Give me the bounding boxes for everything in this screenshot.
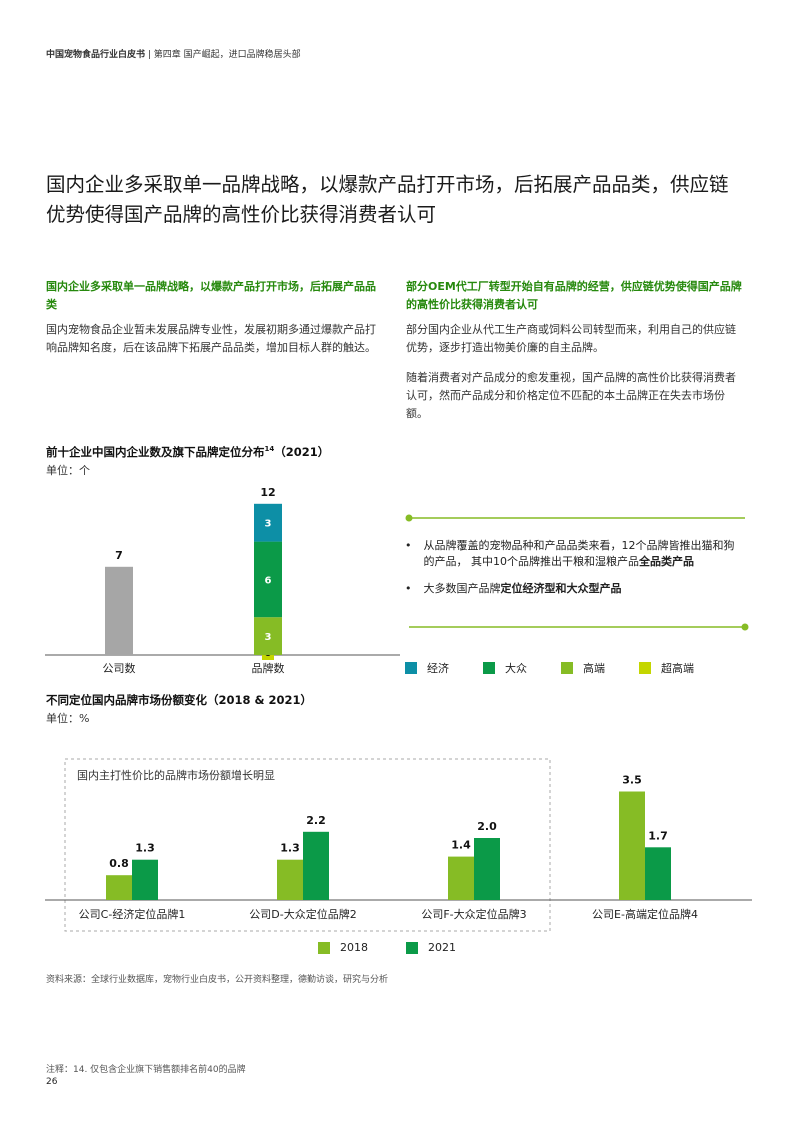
bar-2018-2 bbox=[448, 856, 474, 900]
chart2-highlight-box bbox=[64, 758, 551, 932]
bullet-2-text: 大多数国产品牌 bbox=[423, 582, 501, 595]
source-note: 资料来源：全球行业数据库，宠物行业白皮书，公开资料整理，德勤访谈，研究与分析 bbox=[46, 975, 389, 985]
bullet-dot-2: • bbox=[405, 582, 412, 595]
bullet-item-1: • 从品牌覆盖的宠物品种和产品品类来看，12个品牌皆推出猫和狗的产品， 其中10… bbox=[405, 538, 745, 570]
bar-brand-1 bbox=[254, 617, 282, 655]
right-body-2: 随着消费者对产品成分的愈发重视，国产品牌的高性价比获得消费者认可，然而产品成分和… bbox=[406, 371, 736, 420]
chart2-bars: 0.8 1.3 公司C-经济定位品牌1 1.3 2.2 公司D-大众定位品牌2 1.4 2.0… bbox=[79, 774, 698, 922]
bullet-2-bold: 定位经济型和大众型产品 bbox=[500, 582, 622, 595]
bar-2018-0 bbox=[106, 875, 132, 900]
legend-economy: 经济 bbox=[405, 660, 449, 676]
label-brand-2: 6 bbox=[265, 575, 272, 586]
callout-top-dot bbox=[405, 514, 413, 522]
bar-company-count bbox=[105, 566, 133, 655]
bar-2018-1 bbox=[277, 859, 303, 900]
chart1-unit: 单位：个 bbox=[46, 464, 90, 477]
chart1-title: 前十企业中国内企业数及旗下品牌定位分布14（2021） bbox=[46, 444, 329, 460]
bullet-dot-1: • bbox=[405, 539, 412, 552]
legend-mass-label: 大众 bbox=[505, 662, 527, 675]
callout-bullets: • 从品牌覆盖的宠物品种和产品品类来看，12个品牌皆推出猫和狗的产品， 其中10… bbox=[405, 538, 745, 597]
page-header: 中国宠物食品行业白皮书 | 第四章 国产崛起，进口品牌稳居头部 bbox=[46, 47, 301, 60]
chart1-title-text: 前十企业中国内企业数及旗下品牌定位分布 bbox=[46, 445, 265, 459]
label-company-count: 7 bbox=[115, 549, 123, 562]
label-2018-3: 3.5 bbox=[622, 774, 642, 787]
bar-2021-2 bbox=[474, 838, 500, 900]
chart2-svg: 0.8 1.3 公司C-经济定位品牌1 1.3 2.2 公司D-大众定位品牌2 1.4 2.0… bbox=[45, 758, 752, 932]
legend-economy-label: 经济 bbox=[427, 662, 449, 675]
legend-mass: 大众 bbox=[483, 660, 527, 676]
legend-2021-swatch bbox=[406, 941, 418, 954]
chapter-name: 第四章 国产崛起，进口品牌稳居头部 bbox=[153, 50, 301, 60]
footnote: 注释：14. 仅包含企业旗下销售额排名前40的品牌 bbox=[46, 1065, 246, 1075]
chart2-unit: 单位：% bbox=[46, 712, 90, 725]
chart2-title: 不同定位国内品牌市场份额变化（2018 & 2021） bbox=[46, 693, 313, 707]
right-body-1: 部分国内企业从代工生产商或饲料公司转型而来，利用自己的供应链优势，逐步打造出物美… bbox=[406, 323, 736, 354]
label-brand-total: 12 bbox=[260, 486, 275, 499]
label-brand-1: 3 bbox=[265, 632, 272, 643]
legend-2018-swatch bbox=[318, 941, 330, 954]
legend-super-premium-swatch bbox=[639, 662, 651, 674]
legend-premium-swatch bbox=[561, 662, 573, 674]
callout-bottom-dot bbox=[741, 623, 749, 631]
right-heading: 部分OEM代工厂转型开始自有品牌的经营，供应链优势使得国产品牌的高性价比获得消费… bbox=[406, 280, 742, 311]
label-2018-0: 0.8 bbox=[109, 857, 129, 870]
bullet-item-2: • 大多数国产品牌定位经济型和大众型产品 bbox=[405, 581, 745, 597]
chart1-title-year: （2021） bbox=[274, 445, 330, 459]
label-brand-3: 3 bbox=[265, 519, 272, 530]
legend-premium: 高端 bbox=[561, 660, 605, 676]
chart2-legend: 2018 2021 bbox=[318, 941, 456, 954]
label-2021-2: 2.0 bbox=[477, 820, 497, 833]
bar-brand-3 bbox=[254, 503, 282, 542]
label-2021-0: 1.3 bbox=[135, 842, 155, 855]
legend-super-premium-label: 超高端 bbox=[661, 662, 694, 675]
bar-2021-0 bbox=[132, 859, 158, 900]
chart1-category-1: 品牌数 bbox=[252, 661, 285, 675]
legend-economy-swatch bbox=[405, 662, 417, 674]
bullet-1-bold: 全品类产品 bbox=[639, 555, 694, 568]
chart1-bars: 7036312公司数品牌数 bbox=[103, 486, 285, 675]
bar-2018-3 bbox=[619, 791, 645, 900]
chart2-category-3: 公司E-高端定位品牌4 bbox=[592, 907, 698, 921]
label-2018-2: 1.4 bbox=[451, 839, 471, 852]
chart1-category-0: 公司数 bbox=[103, 662, 136, 675]
page-number: 26 bbox=[46, 1077, 58, 1087]
legend-mass-swatch bbox=[483, 662, 495, 674]
chart1-footnote-ref: 14 bbox=[264, 445, 275, 454]
label-2018-1: 1.3 bbox=[280, 842, 300, 855]
label-2021-1: 2.2 bbox=[306, 814, 326, 827]
left-column: 国内企业多采取单一品牌战略，以爆款产品打开市场，后拓展产品品类 国内宠物食品企业… bbox=[46, 278, 386, 357]
chart1-svg: 7036312公司数品牌数 bbox=[45, 486, 400, 675]
left-body: 国内宠物食品企业暂未发展品牌专业性，发展初期多通过爆款产品打响品牌知名度，后在该… bbox=[46, 323, 376, 354]
bar-2021-1 bbox=[303, 831, 329, 900]
page-title: 国内企业多采取单一品牌战略，以爆款产品打开市场，后拓展产品品类，供应链优势使得国… bbox=[46, 173, 729, 226]
header-divider: | bbox=[147, 50, 154, 60]
callout-lines bbox=[405, 514, 749, 631]
legend-2018: 2018 bbox=[318, 941, 368, 954]
chart2-box-note: 国内主打性价比的品牌市场份额增长明显 bbox=[77, 769, 275, 782]
legend-2021: 2021 bbox=[406, 941, 456, 954]
legend-2018-label: 2018 bbox=[340, 941, 368, 954]
bar-2021-3 bbox=[645, 847, 671, 900]
chart2-category-2: 公司F-大众定位品牌3 bbox=[421, 907, 526, 921]
report-name: 中国宠物食品行业白皮书 bbox=[46, 50, 146, 60]
legend-2021-label: 2021 bbox=[428, 941, 456, 954]
left-heading: 国内企业多采取单一品牌战略，以爆款产品打开市场，后拓展产品品类 bbox=[46, 280, 376, 311]
chart2-category-1: 公司D-大众定位品牌2 bbox=[249, 907, 356, 921]
chart2-category-0: 公司C-经济定位品牌1 bbox=[79, 907, 186, 921]
legend-premium-label: 高端 bbox=[583, 662, 605, 675]
right-column: 部分OEM代工厂转型开始自有品牌的经营，供应链优势使得国产品牌的高性价比获得消费… bbox=[406, 278, 746, 423]
bullet-1-text: 从品牌覆盖的宠物品种和产品品类来看，12个品牌皆推出猫和狗的产品， 其中10个品… bbox=[423, 539, 735, 568]
legend-super-premium: 超高端 bbox=[639, 660, 694, 676]
label-2021-3: 1.7 bbox=[648, 829, 668, 842]
bar-brand-2 bbox=[254, 541, 282, 618]
chart1-legend: 经济 大众 高端 超高端 bbox=[405, 660, 745, 676]
